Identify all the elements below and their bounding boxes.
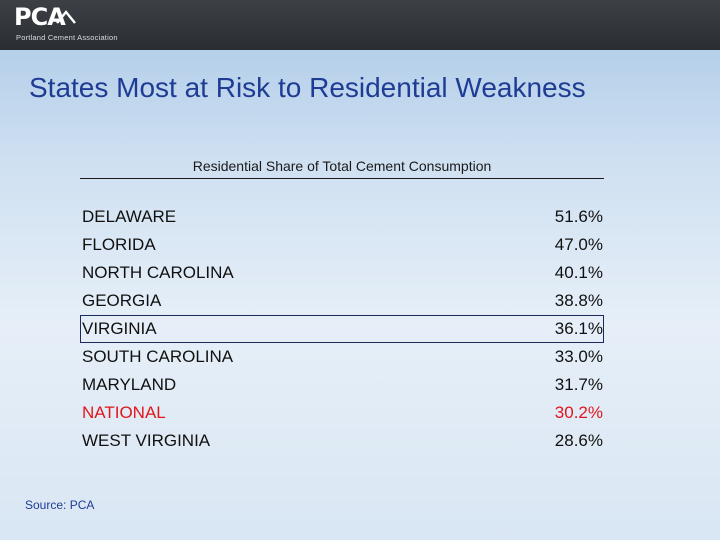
table-row: GEORGIA 38.8% <box>80 287 604 315</box>
pca-logo-mark-icon <box>56 10 76 24</box>
table-row: WEST VIRGINIA 28.6% <box>80 427 604 455</box>
state-name: WEST VIRGINIA <box>82 431 211 450</box>
table-row: NORTH CAROLINA 40.1% <box>80 259 604 287</box>
table-row: DELAWARE 51.6% <box>80 203 604 231</box>
table-row: FLORIDA 47.0% <box>80 231 604 259</box>
state-name: NORTH CAROLINA <box>82 263 234 282</box>
slide-title: States Most at Risk to Residential Weakn… <box>29 72 586 103</box>
residential-share: 36.1% <box>554 319 603 338</box>
residential-share: 30.2% <box>554 403 603 422</box>
state-name: FLORIDA <box>82 235 156 254</box>
table-row-highlighted: VIRGINIA 36.1% <box>80 315 604 343</box>
state-name: MARYLAND <box>82 375 177 394</box>
state-name: DELAWARE <box>82 207 177 226</box>
pca-logo: PCA <box>14 3 66 31</box>
state-name: NATIONAL <box>82 403 166 422</box>
state-name: VIRGINIA <box>82 319 157 338</box>
residential-share: 28.6% <box>554 431 603 450</box>
table-header-rule <box>80 178 604 179</box>
state-share-table: DELAWARE 51.6% FLORIDA 47.0% NORTH CAROL… <box>80 203 604 455</box>
residential-share: 47.0% <box>554 235 603 254</box>
residential-share: 38.8% <box>554 291 603 310</box>
source-note: Source: PCA <box>25 498 95 512</box>
table-row: SOUTH CAROLINA 33.0% <box>80 343 604 371</box>
state-name: SOUTH CAROLINA <box>82 347 234 366</box>
table-row-national: NATIONAL 30.2% <box>80 399 604 427</box>
residential-share: 31.7% <box>554 375 603 394</box>
residential-share: 51.6% <box>554 207 603 226</box>
residential-share: 33.0% <box>554 347 603 366</box>
table-row: MARYLAND 31.7% <box>80 371 604 399</box>
header-bar: PCA Portland Cement Association <box>0 0 720 50</box>
table-header: Residential Share of Total Cement Consum… <box>192 158 492 174</box>
state-name: GEORGIA <box>82 291 162 310</box>
pca-logo-subtitle: Portland Cement Association <box>16 33 118 42</box>
residential-share: 40.1% <box>554 263 603 282</box>
